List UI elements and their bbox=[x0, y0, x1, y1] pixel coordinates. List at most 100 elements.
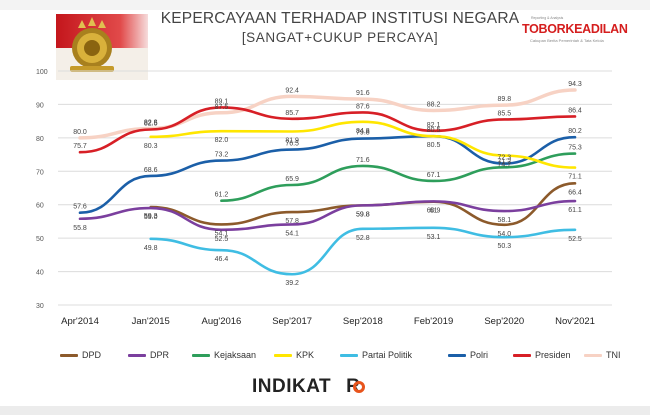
top-band bbox=[0, 0, 650, 10]
legend-item-polri: Polri bbox=[448, 348, 488, 362]
series-line-polri bbox=[78, 134, 577, 215]
data-label-kejaksaan: 65.9 bbox=[285, 176, 299, 183]
data-label-partai-politik: 52.8 bbox=[356, 235, 370, 242]
chart-title-block: KEPERCAYAAN TERHADAP INSTITUSI NEGARA [S… bbox=[140, 10, 540, 45]
legend-label: Presiden bbox=[535, 350, 571, 360]
data-label-dpd: 66.4 bbox=[568, 189, 582, 196]
data-label-kpk: 80.3 bbox=[144, 143, 158, 150]
legend-item-kejaksaan: Kejaksaan bbox=[192, 348, 256, 362]
legend-swatch bbox=[60, 353, 78, 357]
police-emblem-logo bbox=[56, 14, 148, 80]
axis-layer: 30 40 50 60 70 80 90 100 Apr'2014 Jan'2015 Aug'201… bbox=[36, 69, 595, 327]
data-label-kpk: 82.0 bbox=[215, 137, 229, 144]
x-tick-label: Apr'2014 bbox=[61, 316, 99, 327]
data-label-dpr: 61.1 bbox=[568, 207, 582, 214]
data-label-dpd: 54.0 bbox=[497, 231, 511, 238]
series-layer bbox=[78, 88, 577, 276]
legend-item-partai-politik: Partai Politik bbox=[340, 348, 412, 362]
data-label-kpk: 80.5 bbox=[427, 142, 441, 149]
data-label-tni: 92.4 bbox=[285, 87, 299, 94]
data-label-tni: 80.0 bbox=[73, 129, 87, 136]
series-line-dpr bbox=[78, 199, 577, 232]
legend-swatch bbox=[192, 353, 210, 357]
data-label-dpr: 59.8 bbox=[356, 211, 370, 218]
series-line-kejaksaan bbox=[220, 152, 577, 203]
data-label-partai-politik: 46.4 bbox=[215, 256, 229, 263]
legend-swatch bbox=[513, 353, 531, 357]
data-label-partai-politik: 53.1 bbox=[427, 234, 441, 241]
legend-label: Kejaksaan bbox=[214, 350, 257, 360]
data-label-presiden: 85.7 bbox=[285, 110, 299, 117]
data-label-partai-politik: 39.2 bbox=[285, 280, 299, 287]
legend-item-presiden: Presiden bbox=[513, 348, 571, 362]
bottom-band bbox=[0, 406, 650, 415]
data-label-kejaksaan: 67.1 bbox=[427, 172, 441, 179]
data-label-layer: 59.3 54.1 57.8 59.8 60.9 54.0 66.4 55.8 59.0 52.5… bbox=[73, 81, 582, 287]
legend-swatch bbox=[340, 353, 358, 357]
data-label-tni: 88.2 bbox=[427, 101, 441, 108]
line-chart: 59.3 54.1 57.8 59.8 60.9 54.0 66.4 55.8 59.0 52.5… bbox=[36, 69, 612, 327]
legend-item-dpd: DPD bbox=[60, 348, 101, 362]
y-tick-label: 100 bbox=[36, 69, 48, 76]
data-label-kpk: 74.7 bbox=[497, 162, 511, 169]
y-tick-label: 60 bbox=[36, 203, 44, 210]
data-label-presiden: 82.1 bbox=[427, 122, 441, 129]
data-label-kpk: 71.1 bbox=[568, 174, 582, 181]
data-label-tni: 91.6 bbox=[356, 90, 370, 97]
y-tick-label: 70 bbox=[36, 169, 44, 176]
data-label-partai-politik: 50.3 bbox=[497, 243, 511, 250]
y-tick-label: 30 bbox=[36, 303, 44, 310]
x-tick-label: Sep'2017 bbox=[272, 316, 312, 327]
indikator-logo-text: INDIKAT bbox=[252, 376, 332, 397]
data-label-polri: 73.2 bbox=[215, 152, 229, 159]
data-label-polri: 80.2 bbox=[568, 128, 582, 135]
data-label-polri: 68.6 bbox=[144, 167, 158, 174]
legend-swatch bbox=[584, 353, 602, 357]
data-label-kejaksaan: 61.2 bbox=[215, 192, 229, 199]
chart-title: KEPERCAYAAN TERHADAP INSTITUSI NEGARA bbox=[160, 10, 520, 27]
data-label-tni: 87.5 bbox=[215, 104, 229, 111]
y-tick-label: 80 bbox=[36, 136, 44, 143]
legend-label: KPK bbox=[296, 350, 315, 360]
legend-swatch bbox=[128, 353, 146, 357]
data-label-dpr: 61 bbox=[430, 207, 438, 214]
brand-logo: Reporting & Analysis TOBORKEADILAN Cakup… bbox=[522, 16, 640, 46]
data-label-dpd: 59.3 bbox=[144, 213, 158, 220]
data-label-dpd: 57.8 bbox=[285, 218, 299, 225]
data-label-kejaksaan: 71.2 bbox=[497, 158, 511, 165]
data-label-dpr: 54.1 bbox=[285, 230, 299, 237]
data-label-dpd: 54.1 bbox=[215, 230, 229, 237]
data-label-dpr: 58.1 bbox=[497, 217, 511, 224]
legend-item-dpr: DPR bbox=[128, 348, 169, 362]
legend-label: DPD bbox=[82, 350, 102, 360]
data-label-tni: 89.8 bbox=[497, 96, 511, 103]
legend-swatch bbox=[448, 353, 466, 357]
x-tick-label: Aug'2016 bbox=[201, 316, 241, 327]
data-label-tni: 94.3 bbox=[568, 81, 582, 88]
legend-item-tni: TNI bbox=[584, 348, 621, 362]
data-label-partai-politik: 52.5 bbox=[568, 236, 582, 243]
data-label-presiden: 75.7 bbox=[73, 143, 87, 150]
x-tick-label: Nov'2021 bbox=[555, 316, 595, 327]
brand-tagline: Reporting & Analysis bbox=[531, 16, 564, 20]
data-label-presiden: 87.6 bbox=[356, 103, 370, 110]
data-label-polri: 57.6 bbox=[73, 204, 87, 211]
series-line-kpk bbox=[149, 120, 577, 169]
indikator-logo-dot-icon bbox=[353, 381, 365, 393]
data-label-dpd: 60.9 bbox=[427, 208, 441, 215]
data-label-kejaksaan: 75.3 bbox=[568, 145, 582, 152]
chart-subtitle: [SANGAT+CUKUP PERCAYA] bbox=[241, 30, 439, 45]
brand-name: TOBORKEADILAN bbox=[522, 22, 628, 36]
legend-label: TNI bbox=[606, 350, 621, 360]
data-label-polri: 72.3 bbox=[497, 155, 511, 162]
x-tick-label: Feb'2019 bbox=[414, 316, 453, 327]
brand-subtext: Cakupan Berita Pemerintah & Tata Kelola bbox=[530, 38, 604, 43]
x-tick-label: Sep'2018 bbox=[343, 316, 383, 327]
y-tick-label: 40 bbox=[36, 270, 44, 277]
series-line-dpd bbox=[149, 182, 577, 227]
data-label-tni: 82.8 bbox=[144, 119, 158, 126]
y-tick-label: 90 bbox=[36, 102, 44, 109]
data-label-dpr: 59.0 bbox=[144, 214, 158, 221]
series-line-partai-politik bbox=[149, 226, 577, 276]
data-label-presiden: 89.1 bbox=[215, 98, 229, 105]
